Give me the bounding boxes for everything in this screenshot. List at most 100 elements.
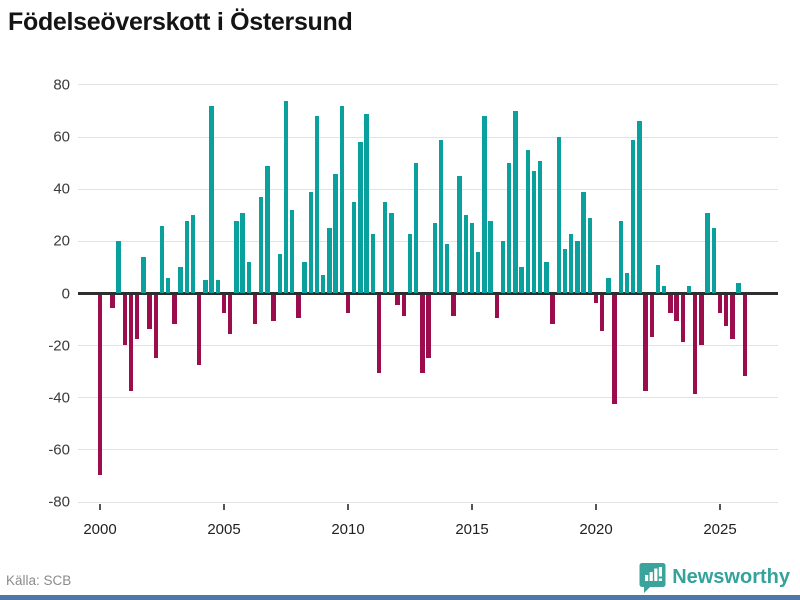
bar-2011-q4 xyxy=(389,212,394,294)
bar-2001-q1 xyxy=(122,295,128,345)
bar-2012-q3 xyxy=(407,233,413,294)
bar-2020-q3 xyxy=(606,277,611,294)
bar-2010-q1 xyxy=(345,295,351,314)
bar-2009-q1 xyxy=(320,275,326,294)
bar-2023-q3 xyxy=(680,295,686,342)
bar-2017-q2 xyxy=(525,150,531,294)
bar-2004-q3 xyxy=(209,105,214,294)
gridline-y-40 xyxy=(78,188,778,190)
bar-2023-q1 xyxy=(668,295,673,314)
bar-2021-q3 xyxy=(630,139,636,294)
bar-2004-q2 xyxy=(203,280,208,294)
bar-2005-q1 xyxy=(221,295,227,314)
bar-2007-q4 xyxy=(289,210,295,294)
gridline-y--40 xyxy=(78,397,778,399)
y-axis-label-60: 60 xyxy=(53,128,70,146)
bar-2006-q2 xyxy=(252,295,258,324)
bar-2019-q4 xyxy=(587,217,593,294)
x-axis-label-2000: 2000 xyxy=(83,521,117,538)
birth-surplus-bar-chart: 80 60 40 20 0 -20 -40 -60 -80 2000 2005 2010 2015 202… xyxy=(48,76,778,538)
bar-2018-q3 xyxy=(556,137,562,294)
bar-2015-q1 xyxy=(469,223,475,294)
bar-2019-q1 xyxy=(568,233,574,294)
gridline-y-80 xyxy=(78,84,778,86)
bar-2009-q4 xyxy=(339,105,345,294)
bar-2022-q1 xyxy=(643,295,648,392)
bar-2020-q2 xyxy=(599,295,605,332)
newsworthy-brand[interactable]: Newsworthy xyxy=(639,562,790,593)
bar-2023-q2 xyxy=(674,295,679,322)
bar-2018-q1 xyxy=(544,262,549,294)
newsworthy-wordmark: Newsworthy xyxy=(672,566,790,588)
bar-2026-q1 xyxy=(742,295,748,376)
bar-2013-q4 xyxy=(438,139,444,294)
y-axis-label-0: 0 xyxy=(61,285,70,302)
bar-2024-q4 xyxy=(711,228,717,294)
x-axis-tick-2005 xyxy=(223,504,225,510)
bar-2015-q2 xyxy=(475,251,481,294)
bar-2008-q2 xyxy=(302,262,307,294)
bar-2003-q4 xyxy=(190,215,196,294)
bar-2006-q3 xyxy=(258,197,264,294)
bar-2006-q1 xyxy=(246,262,252,294)
bar-2007-q1 xyxy=(271,295,276,322)
bar-2024-q2 xyxy=(699,295,704,345)
bar-2005-q4 xyxy=(240,212,245,294)
bar-2011-q1 xyxy=(370,233,376,294)
bar-2016-q2 xyxy=(500,241,506,294)
bar-2025-q3 xyxy=(730,295,735,340)
bar-2005-q2 xyxy=(227,295,233,335)
bar-2024-q1 xyxy=(692,295,698,395)
gridline-y-60 xyxy=(78,136,778,138)
bar-2024-q3 xyxy=(705,212,710,294)
bar-2017-q4 xyxy=(537,160,543,294)
bar-2016-q4 xyxy=(513,111,518,294)
gridline-y-20 xyxy=(78,240,778,242)
y-axis-label--40: -40 xyxy=(48,389,70,407)
y-axis-label-80: 80 xyxy=(53,76,70,94)
bar-2008-q3 xyxy=(308,191,314,294)
bar-2016-q3 xyxy=(506,163,512,294)
bar-2014-q1 xyxy=(444,243,450,294)
bar-2022-q2 xyxy=(649,295,655,337)
newsworthy-logo-icon xyxy=(639,562,666,593)
y-axis-label-40: 40 xyxy=(53,180,70,198)
bar-2004-q1 xyxy=(196,295,202,366)
bar-2014-q4 xyxy=(463,215,469,294)
gridline-y--80 xyxy=(78,501,778,503)
bar-2016-q1 xyxy=(494,295,500,319)
bar-2000-q3 xyxy=(110,295,115,309)
bar-2012-q4 xyxy=(413,163,419,294)
x-axis-tick-2000 xyxy=(99,504,101,510)
page-title: Födelseöverskott i Östersund xyxy=(8,8,353,36)
bar-2004-q4 xyxy=(215,280,221,294)
bar-2009-q3 xyxy=(333,173,338,294)
y-axis-label--80: -80 xyxy=(48,493,70,511)
bottom-accent-bar xyxy=(0,595,800,600)
bar-2020-q4 xyxy=(612,295,617,405)
bar-2010-q4 xyxy=(364,113,369,294)
bar-2022-q3 xyxy=(655,264,661,294)
bar-2022-q4 xyxy=(661,285,667,294)
bar-2019-q2 xyxy=(575,241,580,294)
bar-2014-q2 xyxy=(451,295,456,316)
bar-2014-q3 xyxy=(457,176,462,294)
bar-2006-q4 xyxy=(265,165,270,294)
zero-axis-line xyxy=(78,292,778,295)
x-axis-tick-2020 xyxy=(595,504,597,510)
bar-2013-q1 xyxy=(420,295,425,374)
bar-2000-q1 xyxy=(97,295,103,475)
bar-2003-q2 xyxy=(178,267,183,294)
bar-2007-q2 xyxy=(277,254,283,294)
x-axis-label-2015: 2015 xyxy=(455,521,489,538)
bar-2021-q4 xyxy=(637,121,642,294)
bar-2015-q3 xyxy=(482,116,487,294)
bar-2017-q1 xyxy=(519,267,524,294)
bar-2007-q3 xyxy=(283,100,289,294)
bar-2020-q1 xyxy=(593,295,599,303)
bar-2025-q2 xyxy=(723,295,729,327)
source-caption: Källa: SCB xyxy=(6,573,72,588)
y-axis-label--60: -60 xyxy=(48,441,70,459)
bar-2008-q1 xyxy=(296,295,301,319)
bar-2000-q4 xyxy=(116,241,121,294)
